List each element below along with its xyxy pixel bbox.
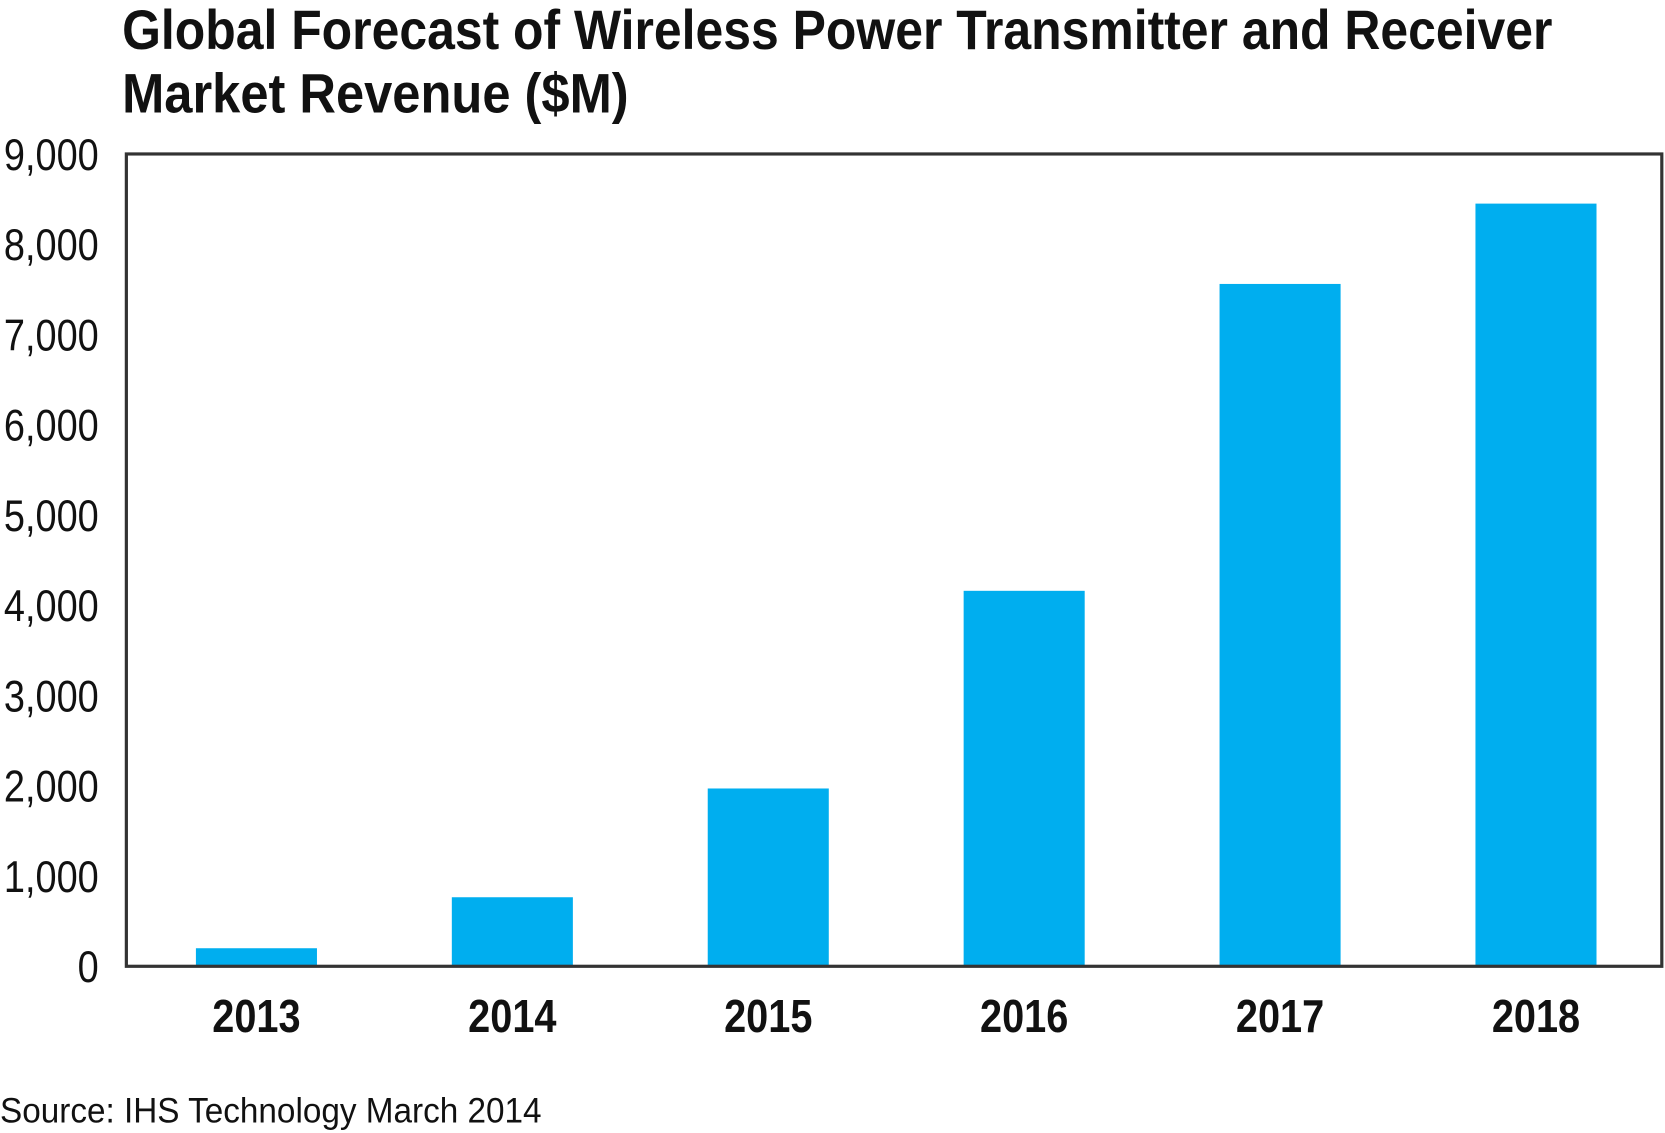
x-tick-label: 2016 bbox=[980, 991, 1068, 1043]
x-tick-label: 2015 bbox=[724, 991, 812, 1043]
y-tick-label: 0 bbox=[78, 942, 99, 992]
bar-2014 bbox=[451, 897, 573, 967]
y-tick-label: 3,000 bbox=[4, 672, 99, 722]
bar-2017 bbox=[1219, 283, 1341, 967]
bar-2018 bbox=[1475, 203, 1597, 967]
y-tick-label: 5,000 bbox=[4, 491, 99, 541]
x-tick-label: 2017 bbox=[1236, 991, 1324, 1043]
y-tick-label: 1,000 bbox=[4, 852, 99, 902]
y-tick-label: 6,000 bbox=[4, 401, 99, 451]
bar-2013 bbox=[195, 948, 317, 967]
y-tick-label: 9,000 bbox=[4, 130, 99, 180]
x-tick-label: 2018 bbox=[1492, 991, 1580, 1043]
x-tick-label: 2014 bbox=[468, 991, 556, 1043]
bar-2015 bbox=[707, 788, 829, 967]
source-note: Source: IHS Technology March 2014 bbox=[0, 1091, 542, 1130]
plot-frame bbox=[124, 152, 1664, 968]
y-tick-label: 4,000 bbox=[4, 581, 99, 631]
y-tick-label: 7,000 bbox=[4, 311, 99, 361]
chart-title-line-2: Market Revenue ($M) bbox=[122, 63, 629, 125]
chart-title-line-1: Global Forecast of Wireless Power Transm… bbox=[122, 0, 1552, 61]
y-tick-label: 2,000 bbox=[4, 762, 99, 812]
y-tick-label: 8,000 bbox=[4, 220, 99, 270]
x-tick-label: 2013 bbox=[212, 991, 300, 1043]
bar-2016 bbox=[963, 590, 1085, 967]
